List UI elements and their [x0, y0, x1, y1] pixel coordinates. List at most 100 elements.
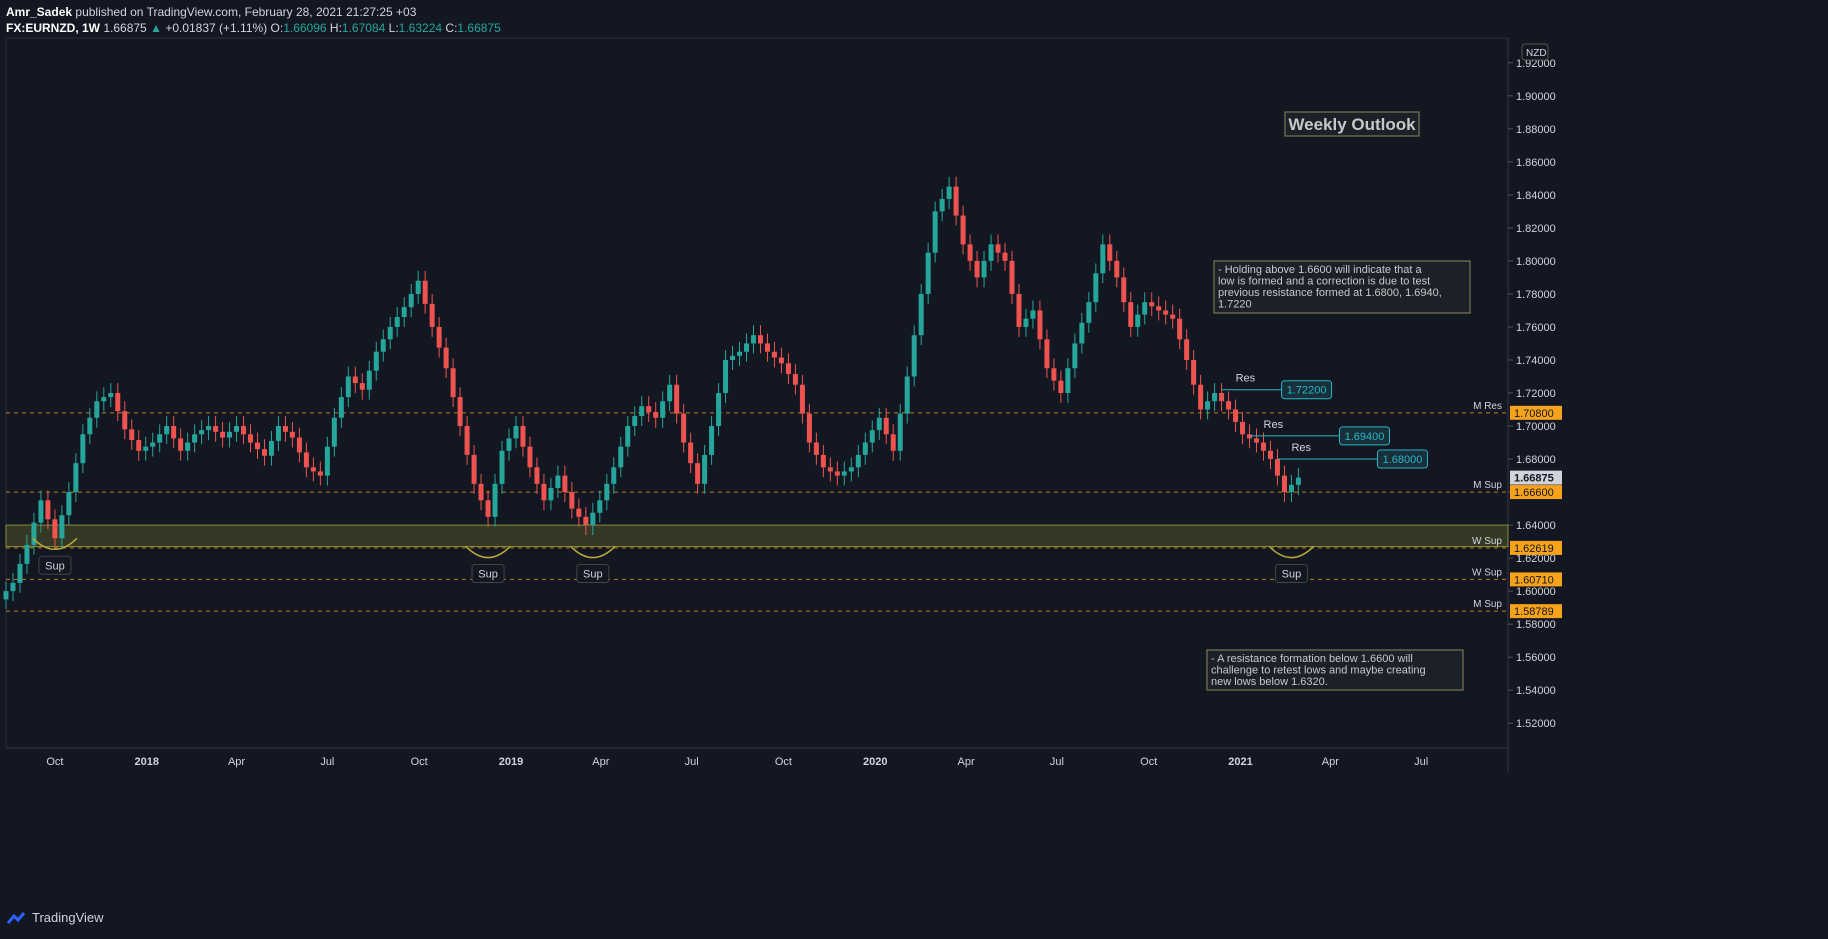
candle-body[interactable] [702, 454, 708, 484]
candle-body[interactable] [129, 429, 135, 441]
candle-body[interactable] [296, 437, 302, 453]
candle-body[interactable] [744, 343, 750, 352]
candle-body[interactable] [883, 417, 889, 435]
candle-body[interactable] [1288, 484, 1294, 493]
candle-body[interactable] [681, 413, 687, 443]
candle-body[interactable] [995, 244, 1001, 253]
candle-body[interactable] [408, 293, 414, 308]
candle-body[interactable] [1058, 380, 1064, 393]
candle-body[interactable] [778, 357, 784, 364]
candle-body[interactable] [869, 430, 875, 443]
candle-body[interactable] [206, 426, 212, 431]
candle-body[interactable] [359, 383, 365, 390]
candle-body[interactable] [1149, 302, 1155, 307]
candle-body[interactable] [241, 426, 247, 435]
candle-body[interactable] [834, 471, 840, 476]
candle-body[interactable] [946, 186, 952, 199]
candle-body[interactable] [827, 467, 833, 472]
candle-body[interactable] [960, 215, 966, 245]
candle-body[interactable] [1281, 475, 1287, 493]
candle-body[interactable] [471, 454, 477, 484]
candle-body[interactable] [653, 411, 659, 418]
candle-body[interactable] [1107, 244, 1113, 261]
candle-body[interactable] [478, 483, 484, 501]
candle-body[interactable] [436, 326, 442, 348]
candle-body[interactable] [1100, 244, 1106, 274]
candle-body[interactable] [87, 417, 93, 435]
candle-body[interactable] [646, 406, 652, 412]
candle-body[interactable] [464, 426, 470, 455]
candle-body[interactable] [513, 426, 519, 439]
candle-body[interactable] [1030, 310, 1036, 319]
candle-body[interactable] [10, 582, 16, 592]
candle-body[interactable] [499, 450, 505, 484]
candle-body[interactable] [1233, 409, 1239, 422]
candle-body[interactable] [310, 467, 316, 472]
candle-body[interactable] [178, 438, 184, 451]
candle-body[interactable] [492, 483, 498, 517]
candle-body[interactable] [1009, 260, 1015, 294]
candle-body[interactable] [373, 351, 379, 371]
candle-body[interactable] [1191, 359, 1197, 385]
candle-body[interactable] [862, 442, 868, 455]
candle-body[interactable] [1037, 310, 1043, 340]
candle-body[interactable] [548, 487, 554, 501]
candle-body[interactable] [317, 471, 323, 476]
candle-body[interactable] [108, 393, 114, 398]
candle-body[interactable] [234, 426, 240, 432]
candle-body[interactable] [988, 244, 994, 261]
candle-body[interactable] [974, 260, 980, 278]
candle-body[interactable] [185, 442, 191, 451]
candle-body[interactable] [730, 355, 736, 360]
candle-body[interactable] [855, 454, 861, 468]
candle-body[interactable] [932, 211, 938, 253]
candle-body[interactable] [904, 376, 910, 414]
candle-body[interactable] [534, 467, 540, 484]
candle-body[interactable] [667, 384, 673, 402]
candle-body[interactable] [394, 317, 400, 327]
candle-body[interactable] [967, 244, 973, 261]
candle-body[interactable] [1135, 314, 1141, 327]
candle-body[interactable] [771, 351, 777, 358]
candle-body[interactable] [639, 406, 645, 417]
candle-body[interactable] [45, 500, 51, 520]
candle-body[interactable] [716, 393, 722, 427]
candle-body[interactable] [1267, 450, 1273, 460]
candle-body[interactable] [1198, 384, 1204, 410]
candle-body[interactable] [848, 467, 854, 472]
brand-label[interactable]: TradingView [32, 910, 104, 925]
candle-body[interactable] [101, 397, 107, 402]
candle-body[interactable] [1295, 477, 1301, 485]
candle-body[interactable] [268, 440, 274, 456]
candle-body[interactable] [764, 343, 770, 352]
candle-body[interactable] [171, 426, 177, 439]
candle-body[interactable] [1156, 306, 1162, 311]
candle-body[interactable] [275, 426, 281, 441]
candle-body[interactable] [604, 483, 610, 501]
candle-body[interactable] [1002, 252, 1008, 261]
author-name[interactable]: Amr_Sadek [6, 5, 73, 19]
candle-body[interactable] [422, 280, 428, 304]
candle-body[interactable] [911, 335, 917, 377]
candle-body[interactable] [289, 431, 295, 438]
candle-body[interactable] [366, 370, 372, 390]
candle-body[interactable] [324, 446, 330, 476]
candle-body[interactable] [625, 426, 631, 447]
candle-body[interactable] [597, 500, 603, 513]
candle-body[interactable] [1142, 302, 1148, 315]
candle-body[interactable] [799, 384, 805, 414]
candle-body[interactable] [841, 471, 847, 476]
candle-body[interactable] [785, 363, 791, 375]
candle-body[interactable] [401, 307, 407, 318]
candle-body[interactable] [387, 326, 393, 340]
candle-body[interactable] [254, 442, 260, 450]
candle-body[interactable] [953, 186, 959, 216]
candle-body[interactable] [1114, 260, 1120, 278]
candle-body[interactable] [3, 591, 9, 600]
candle-body[interactable] [199, 430, 205, 435]
candle-body[interactable] [1128, 302, 1134, 327]
candle-body[interactable] [94, 401, 100, 418]
candle-body[interactable] [24, 544, 30, 564]
candle-body[interactable] [1274, 459, 1280, 476]
candle-body[interactable] [1016, 293, 1022, 327]
